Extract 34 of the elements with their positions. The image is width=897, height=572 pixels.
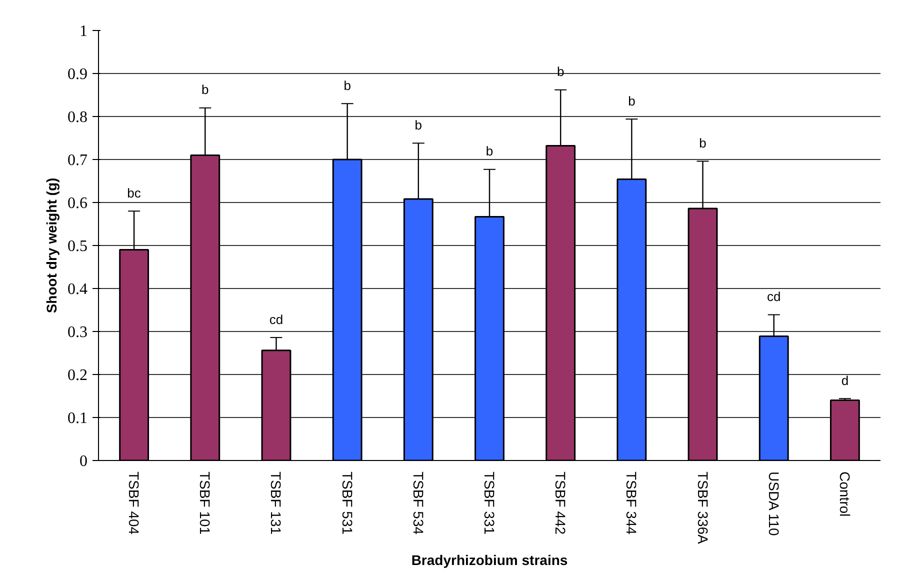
y-tick-label: 1 xyxy=(80,23,88,40)
y-tick-label: 0.7 xyxy=(68,152,88,169)
annotation: cd xyxy=(269,312,284,327)
annotation: cd xyxy=(767,288,781,304)
x-tick-label: TSBF 534 xyxy=(410,472,426,535)
y-tick-label: 0.8 xyxy=(68,109,88,126)
x-tick-label: TSBF 131 xyxy=(268,472,284,535)
y-axis-title: Shoot dry weight (g) xyxy=(44,178,60,314)
x-tick-label: TSBF 404 xyxy=(126,472,142,535)
y-tick-label: 0.4 xyxy=(68,281,88,298)
x-tick-label: TSBF 331 xyxy=(482,472,498,535)
y-tick-label: 0.6 xyxy=(68,195,88,212)
x-tick-label: USDA 110 xyxy=(766,472,782,536)
annotation: b xyxy=(628,93,636,108)
annotation: b xyxy=(486,144,494,159)
x-tick-label: TSBF 531 xyxy=(339,472,356,535)
x-tick-label: TSBF 101 xyxy=(197,472,214,535)
y-tick-label: 0.5 xyxy=(68,238,88,255)
y-tick-label: 0.9 xyxy=(68,66,88,83)
annotation: b xyxy=(344,78,351,93)
x-tick-label: TSBF 344 xyxy=(624,472,640,535)
annotation: b xyxy=(699,135,706,150)
annotation: b xyxy=(414,117,422,132)
x-tick-label: TSBF 336A xyxy=(694,472,711,545)
y-tick-label: 0.2 xyxy=(68,367,88,384)
annotation: d xyxy=(841,372,849,388)
y-tick-label: 0.3 xyxy=(68,324,88,341)
x-tick-label: Control xyxy=(836,472,853,517)
x-axis-title: Bradyrhizobium strains xyxy=(411,552,568,568)
y-tick-label: 0 xyxy=(80,453,88,470)
x-tick-label: TSBF 442 xyxy=(552,472,569,535)
annotation: bc xyxy=(127,185,142,200)
y-tick-label: 0.1 xyxy=(68,410,88,427)
annotation: b xyxy=(202,82,209,98)
